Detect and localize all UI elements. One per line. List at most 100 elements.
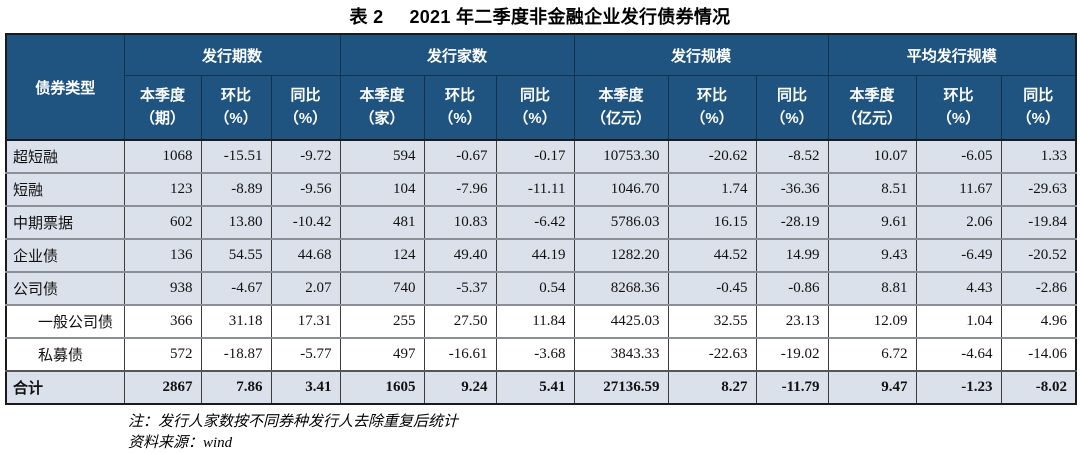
cell: -20.62 [667, 139, 757, 173]
group-header-0: 发行期数 [123, 33, 341, 76]
cell: -2.86 [1000, 271, 1077, 305]
cell: 31.18 [200, 304, 272, 338]
sub-header-3-0: 本季度 （亿元） [827, 75, 917, 141]
cell: 5.41 [495, 370, 575, 404]
cell: 49.40 [423, 238, 497, 272]
table-row: 私募债 572 -18.87 -5.77 497 -16.61 -3.68 3843.33 -2… [5, 337, 1077, 371]
group-header-2: 发行规模 [573, 33, 829, 76]
cell: 2.06 [915, 205, 1002, 239]
cell: 8.27 [667, 370, 757, 404]
row-label: 中期票据 [5, 205, 125, 239]
cell: 366 [123, 304, 202, 338]
cell: -14.06 [1000, 337, 1077, 371]
bond-issuance-table: 债券类型 发行期数 发行家数 发行规模 平均发行规模 本季度 （期） 环比 （%） 同比 … [5, 33, 1078, 405]
cell: -6.49 [915, 238, 1002, 272]
cell: 5786.03 [573, 205, 669, 239]
cell: 1.33 [1000, 139, 1077, 173]
cell: 602 [123, 205, 202, 239]
cell: 9.24 [423, 370, 497, 404]
table-number-label: 表 2 [349, 7, 384, 27]
cell: 23.13 [755, 304, 829, 338]
sub-header-1-1: 环比 （%） [423, 75, 497, 141]
cell: -0.45 [667, 271, 757, 305]
cell: 572 [123, 337, 202, 371]
cell: 497 [339, 337, 425, 371]
cell: -1.23 [915, 370, 1002, 404]
cell: -11.79 [755, 370, 829, 404]
cell: 17.31 [270, 304, 341, 338]
table-row: 公司债 938 -4.67 2.07 740 -5.37 0.54 8268.36 -0.45-… [5, 271, 1077, 305]
row-label: 企业债 [5, 238, 125, 272]
cell: 9.61 [827, 205, 917, 239]
cell: -6.05 [915, 139, 1002, 173]
cell: -11.11 [495, 172, 575, 206]
cell: 740 [339, 271, 425, 305]
cell: -6.42 [495, 205, 575, 239]
header-group-row: 债券类型 发行期数 发行家数 发行规模 平均发行规模 [5, 33, 1077, 141]
cell: -9.72 [270, 139, 341, 173]
cell: -3.68 [495, 337, 575, 371]
cell: 3843.33 [573, 337, 669, 371]
table-title: 表 2 2021 年二季度非金融企业发行债券情况 [0, 0, 1080, 29]
cell: 8.51 [827, 172, 917, 206]
cell: -5.77 [270, 337, 341, 371]
cell: -9.56 [270, 172, 341, 206]
cell: -18.87 [200, 337, 272, 371]
row-label: 一般公司债 [5, 304, 125, 338]
cell: -20.52 [1000, 238, 1077, 272]
cell: 8.81 [827, 271, 917, 305]
cell: -19.84 [1000, 205, 1077, 239]
cell: 8268.36 [573, 271, 669, 305]
cell: 14.99 [755, 238, 829, 272]
cell: 11.67 [915, 172, 1002, 206]
cell: -15.51 [200, 139, 272, 173]
cell: 1046.70 [573, 172, 669, 206]
group-header-1: 发行家数 [339, 33, 575, 76]
cell: -8.52 [755, 139, 829, 173]
cell: -0.17 [495, 139, 575, 173]
cell: 13.80 [200, 205, 272, 239]
cell: 1.04 [915, 304, 1002, 338]
footnotes: 注：发行人家数按不同券种发行人去除重复后统计 资料来源：wind [128, 412, 1080, 454]
cell: 7.86 [200, 370, 272, 404]
cell: 9.43 [827, 238, 917, 272]
cell: 1068 [123, 139, 202, 173]
cell: -0.67 [423, 139, 497, 173]
cell: 11.84 [495, 304, 575, 338]
cell: 4.43 [915, 271, 1002, 305]
cell: -22.63 [667, 337, 757, 371]
table-row: 合计 2867 7.86 3.41 1605 9.24 5.41 27136.59 8.27 -1… [5, 370, 1077, 404]
cell: 9.47 [827, 370, 917, 404]
table-row: 中期票据 602 13.80 -10.42 481 10.83 -6.42 5786.03 16… [5, 205, 1077, 239]
cell: 27.50 [423, 304, 497, 338]
cell: 4.96 [1000, 304, 1077, 338]
table-header: 债券类型 发行期数 发行家数 发行规模 平均发行规模 本季度 （期） 环比 （%） 同比 … [5, 33, 1077, 141]
cell: -16.61 [423, 337, 497, 371]
cell: -29.63 [1000, 172, 1077, 206]
cell: 481 [339, 205, 425, 239]
row-label: 公司债 [5, 271, 125, 305]
cell: 4425.03 [573, 304, 669, 338]
cell: -28.19 [755, 205, 829, 239]
row-label: 短融 [5, 172, 125, 206]
cell: -4.64 [915, 337, 1002, 371]
cell: 124 [339, 238, 425, 272]
cell: 32.55 [667, 304, 757, 338]
cell: -19.02 [755, 337, 829, 371]
cell: 123 [123, 172, 202, 206]
footnote-line: 注：发行人家数按不同券种发行人去除重复后统计 [128, 414, 459, 430]
corner-header-bond-type: 债券类型 [5, 33, 125, 141]
cell: 10.07 [827, 139, 917, 173]
cell: 10.83 [423, 205, 497, 239]
cell: -4.67 [200, 271, 272, 305]
sub-header-0-2: 同比 （%） [270, 75, 341, 141]
cell: 255 [339, 304, 425, 338]
table-body: 超短融 1068 -15.51 -9.72 594 -0.67 -0.17 10753.30-… [5, 139, 1077, 404]
cell: 54.55 [200, 238, 272, 272]
cell: 1605 [339, 370, 425, 404]
cell: 44.68 [270, 238, 341, 272]
cell: -8.89 [200, 172, 272, 206]
table-caption: 2021 年二季度非金融企业发行债券情况 [409, 7, 731, 27]
cell: 44.52 [667, 238, 757, 272]
